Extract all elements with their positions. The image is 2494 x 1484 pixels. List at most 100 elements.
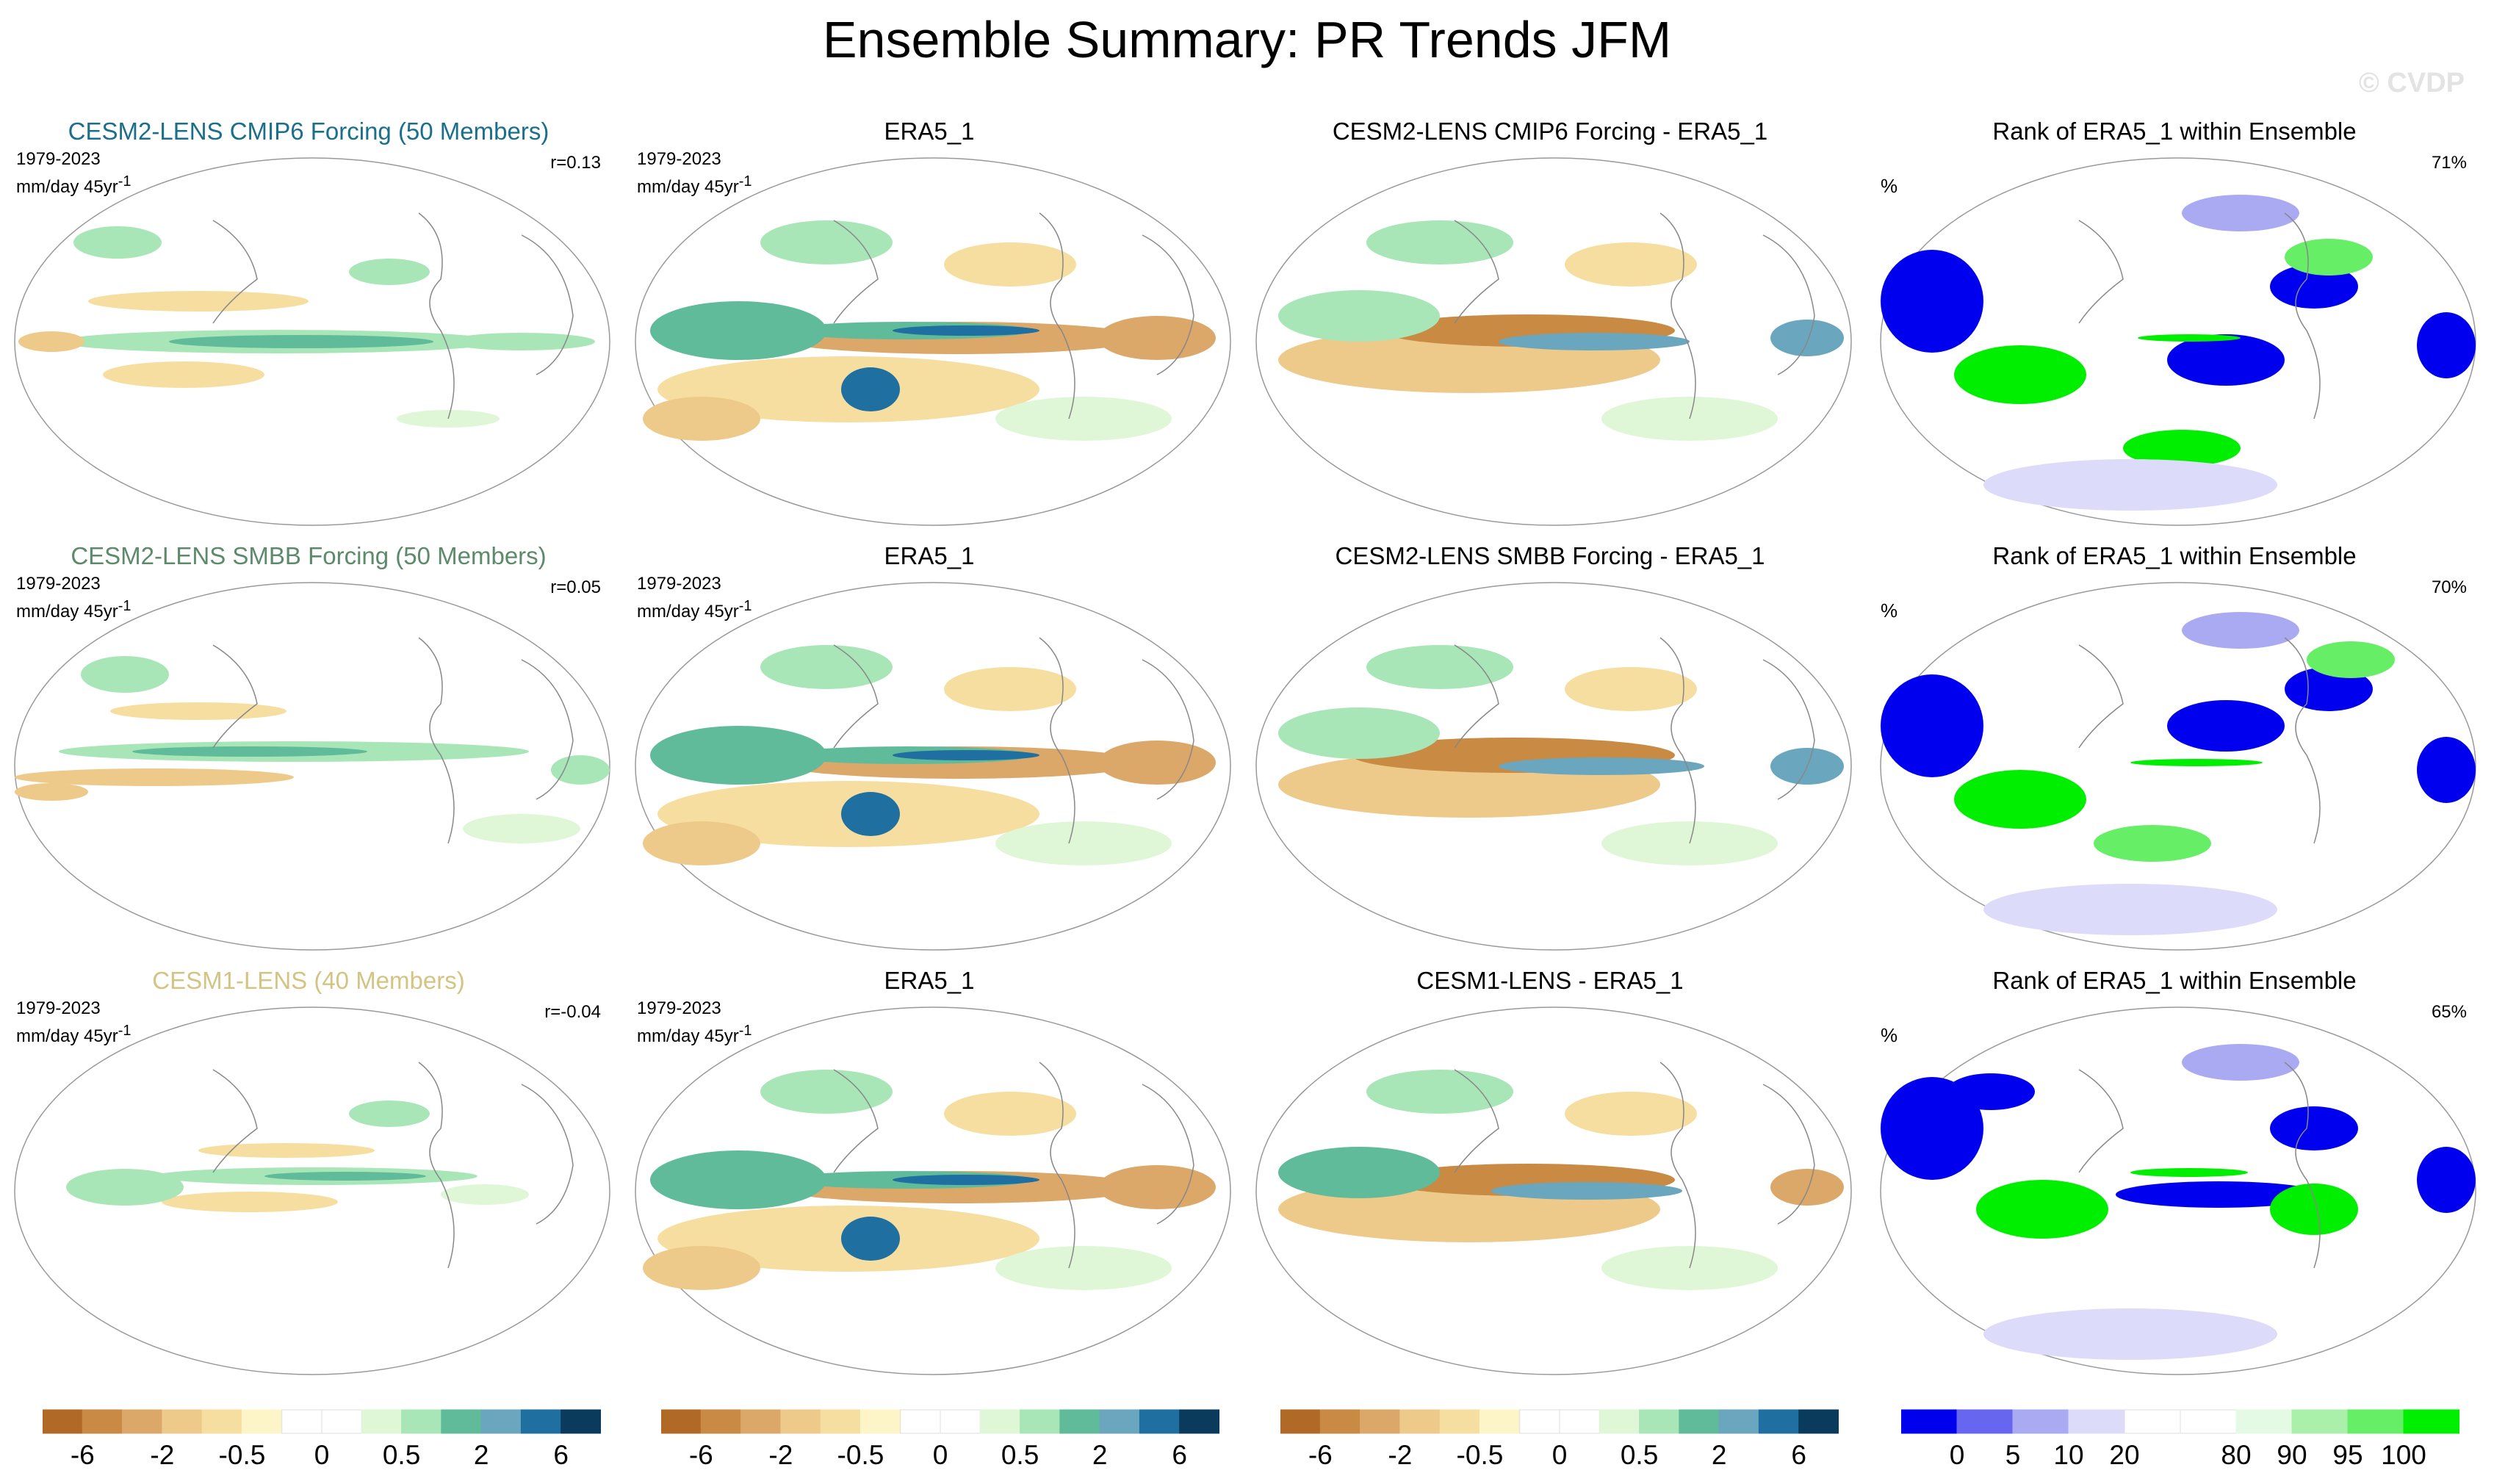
colorbar-swatch (700, 1409, 742, 1434)
precip-trend-field (15, 656, 610, 843)
trend-map (14, 1006, 610, 1375)
colorbar-swatch (401, 1409, 442, 1434)
panel-title: CESM1-LENS - ERA5_1 (1416, 967, 1684, 994)
colorbar-label: -6 (70, 1440, 95, 1470)
colorbar-label: -2 (768, 1440, 793, 1470)
colorbar-swatch (2347, 1409, 2404, 1434)
panel-obs-row2: ERA5_1 1979-2023 mm/day 45yr-1 (621, 542, 1238, 954)
colorbar-label: -0.5 (218, 1440, 266, 1470)
units-label: mm/day 45yr-1 (637, 1023, 752, 1046)
colorbar-swatch (1599, 1409, 1640, 1434)
period-label: 1979-2023 (16, 998, 101, 1018)
colorbar-label: 0 (1949, 1440, 1965, 1470)
panel-period: 1979-2023 mm/day 45yr-1 (637, 573, 752, 623)
units-label: mm/day 45yr-1 (16, 1023, 131, 1046)
panel-obs-row1: ERA5_1 1979-2023 mm/day 45yr-1 (621, 118, 1238, 529)
rank-map (1880, 582, 2476, 951)
panel-rank-row2: Rank of ERA5_1 within Ensemble % 70% (1866, 542, 2483, 954)
panel-model-smbb: CESM2-LENS SMBB Forcing (50 Members) 197… (0, 542, 617, 954)
colorbar-swatch (1519, 1409, 1560, 1434)
land-outlines (1454, 637, 1815, 844)
rank-unit: % (1881, 175, 1898, 197)
trend-map (1255, 157, 1852, 526)
panel-title: Rank of ERA5_1 within Ensemble (1992, 967, 2357, 994)
colorbar-swatches (661, 1409, 1219, 1434)
colorbar-swatch (241, 1409, 283, 1434)
colorbar-swatch (2235, 1409, 2293, 1434)
colorbar-label: -0.5 (837, 1440, 884, 1470)
colorbar-swatch (1399, 1409, 1441, 1434)
panel-title: ERA5_1 (884, 118, 975, 145)
colorbar-label: -6 (688, 1440, 713, 1470)
panel-diff-row3: CESM1-LENS - ERA5_1 (1241, 967, 1859, 1378)
rank-field (1881, 195, 2476, 511)
colorbar-swatch (1956, 1409, 2014, 1434)
colorbar-swatch (201, 1409, 242, 1434)
panel-diff-row1: CESM2-LENS CMIP6 Forcing - ERA5_1 (1241, 118, 1859, 529)
correlation-label: r=-0.04 (544, 1002, 601, 1022)
rank-value: 71% (2431, 153, 2467, 173)
rank-field (1881, 612, 2476, 935)
rank-field (1881, 1044, 2476, 1360)
colorbar-swatches (1901, 1409, 2459, 1434)
colorbar-label: 80 (2221, 1440, 2252, 1470)
colorbar-swatch (2124, 1409, 2181, 1434)
colorbar-trend-3: -6 -2 -0.5 0 0.5 2 6 (1280, 1409, 1839, 1475)
colorbar-swatch (122, 1409, 163, 1434)
panel-rank-row3: Rank of ERA5_1 within Ensemble % 65% (1866, 967, 2483, 1378)
colorbar-swatch (1559, 1409, 1600, 1434)
colorbar-swatch (1479, 1409, 1521, 1434)
colorbar-label: -2 (150, 1440, 175, 1470)
colorbar-swatch (361, 1409, 403, 1434)
colorbar-trend-2: -6 -2 -0.5 0 0.5 2 6 (661, 1409, 1219, 1475)
colorbar-swatch (1280, 1409, 1321, 1434)
precip-trend-field (643, 1070, 1216, 1290)
colorbar-label: 0 (932, 1440, 948, 1470)
page-title: Ensemble Summary: PR Trends JFM (822, 11, 1672, 68)
land-outlines (212, 637, 574, 844)
land-outlines (212, 1062, 574, 1269)
colorbar-swatch (1360, 1409, 1401, 1434)
ocean-background (14, 1006, 610, 1375)
colorbar-swatch (1059, 1409, 1100, 1434)
precip-trend-field (66, 1101, 529, 1212)
colorbar-label: 10 (2053, 1440, 2084, 1470)
colorbar-label: 0.5 (1620, 1440, 1659, 1470)
panel-obs-row3: ERA5_1 1979-2023 mm/day 45yr-1 (621, 967, 1238, 1378)
land-outlines (2078, 637, 2321, 844)
panel-title: Rank of ERA5_1 within Ensemble (1992, 118, 2357, 145)
colorbar-swatch (441, 1409, 482, 1434)
panel-title: CESM1-LENS (40 Members) (152, 967, 465, 994)
colorbar-label: 95 (2332, 1440, 2363, 1470)
units-label: mm/day 45yr-1 (16, 598, 131, 622)
land-outlines (212, 212, 574, 419)
colorbar-swatch (859, 1409, 901, 1434)
colorbar-swatch (321, 1409, 362, 1434)
panel-title: Rank of ERA5_1 within Ensemble (1992, 542, 2357, 569)
rank-unit: % (1881, 1024, 1898, 1046)
colorbar-swatch (820, 1409, 861, 1434)
colorbar-swatch (1319, 1409, 1361, 1434)
panel-period: 1979-2023 mm/day 45yr-1 (637, 148, 752, 198)
colorbar-swatch (1139, 1409, 1181, 1434)
rank-value: 65% (2431, 1002, 2467, 1022)
period-label: 1979-2023 (637, 998, 721, 1018)
panel-model-cmip6: CESM2-LENS CMIP6 Forcing (50 Members) 19… (0, 118, 617, 529)
colorbar-swatch (43, 1409, 83, 1434)
colorbar-label: 20 (2109, 1440, 2140, 1470)
colorbar-swatch (162, 1409, 203, 1434)
correlation-label: r=0.13 (550, 153, 601, 173)
colorbar-swatch (1901, 1409, 1958, 1434)
rank-map (1880, 1006, 2476, 1375)
colorbar-swatch (940, 1409, 981, 1434)
colorbar-label: 100 (2381, 1440, 2426, 1470)
panel-model-cesm1: CESM1-LENS (40 Members) 1979-2023 mm/day… (0, 967, 617, 1378)
trend-map (14, 157, 610, 526)
land-outlines (1454, 212, 1815, 419)
colorbar-swatch (82, 1409, 123, 1434)
colorbar-swatch (1798, 1409, 1839, 1434)
panel-diff-row2: CESM2-LENS SMBB Forcing - ERA5_1 (1241, 542, 1859, 954)
period-label: 1979-2023 (637, 574, 721, 594)
colorbar-label: 6 (553, 1440, 569, 1470)
panel-title: ERA5_1 (884, 967, 975, 994)
